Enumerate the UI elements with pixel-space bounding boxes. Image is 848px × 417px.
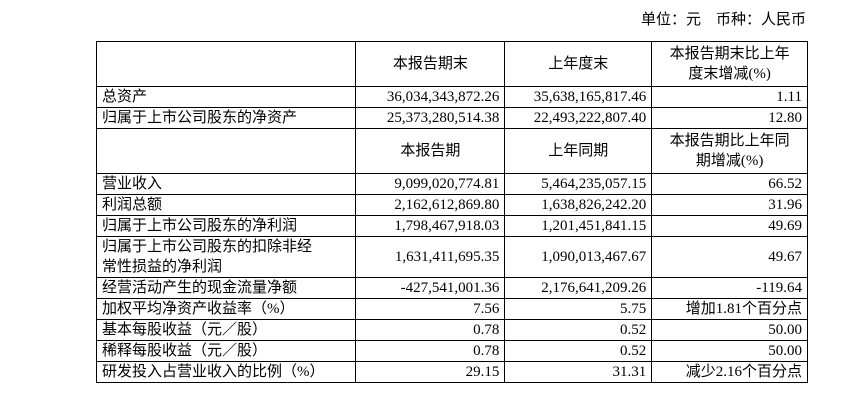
table-cell: 50.00 (651, 340, 808, 362)
table-cell: 12.80 (651, 107, 808, 129)
table-cell: 利润总额 (95, 194, 357, 216)
table-row: 基本每股收益（元／股） 0.78 0.52 50.00 (95, 319, 808, 341)
table-cell: 总资产 (95, 86, 357, 108)
table-cell: 归属于上市公司股东的扣除非经 常性损益的净利润 (95, 236, 357, 278)
table-cell: 1,090,013,467.67 (504, 236, 653, 278)
table-cell: 归属于上市公司股东的净资产 (95, 107, 357, 129)
table-row: 营业收入 9,099,020,774.81 5,464,235,057.15 66.5… (95, 173, 808, 195)
table-cell: 加权平均净资产收益率（%） (95, 298, 357, 320)
table-cell: 营业收入 (95, 173, 357, 195)
table-cell: 归属于上市公司股东的净利润 (95, 215, 357, 237)
table-cell: 研发投入占营业收入的比例（%） (95, 361, 357, 383)
table-cell: 1,638,826,242.20 (504, 194, 653, 216)
table-cell: 35,638,165,817.46 (504, 86, 653, 108)
table-cell: 基本每股收益（元／股） (95, 319, 357, 341)
table-cell: 本报告期比上年同 期增减(%) (651, 128, 808, 174)
table-cell: 上年度末 (504, 41, 653, 87)
table-cell: 0.52 (504, 319, 653, 341)
table-cell: -427,541,001.36 (355, 277, 506, 299)
table-row: 归属于上市公司股东的扣除非经 常性损益的净利润 1,631,411,695.35 1… (95, 236, 808, 278)
table-cell: 50.00 (651, 319, 808, 341)
table-cell: 0.78 (355, 340, 506, 362)
table-cell: 1,201,451,841.15 (504, 215, 653, 237)
table-cell: 经营活动产生的现金流量净额 (95, 277, 357, 299)
table-row: 经营活动产生的现金流量净额 -427,541,001.36 2,176,641,20… (95, 277, 808, 299)
table-row: 加权平均净资产收益率（%） 7.56 5.75 增加1.81个百分点 (95, 298, 808, 320)
table-cell: 49.67 (651, 236, 808, 278)
table-cell (95, 41, 357, 87)
table-cell: 31.31 (504, 361, 653, 383)
table-row: 归属于上市公司股东的净资产 25,373,280,514.38 22,493,222… (95, 107, 808, 129)
table-cell: 22,493,222,807.40 (504, 107, 653, 129)
table-body: 本报告期末 上年度末 本报告期末比上年 度末增减(%) 总资产 36,034,343,8… (95, 41, 808, 383)
table-cell: 本报告期 (355, 128, 506, 174)
table-cell: 25,373,280,514.38 (355, 107, 506, 129)
table-cell: 减少2.16个百分点 (651, 361, 808, 383)
table-cell: 2,162,612,869.80 (355, 194, 506, 216)
table-cell: 7.56 (355, 298, 506, 320)
table-cell: 29.15 (355, 361, 506, 383)
unit-line: 单位：元 币种：人民币 (640, 12, 806, 28)
table-cell: 上年同期 (504, 128, 653, 174)
table-cell: 稀释每股收益（元／股） (95, 340, 357, 362)
table-row: 总资产 36,034,343,872.26 35,638,165,817.46 1.1… (95, 86, 808, 108)
table-cell: 49.69 (651, 215, 808, 237)
financial-table: 本报告期末 上年度末 本报告期末比上年 度末增减(%) 总资产 36,034,343,8… (95, 41, 808, 383)
table-cell: 36,034,343,872.26 (355, 86, 506, 108)
table-cell: 9,099,020,774.81 (355, 173, 506, 195)
table-row: 研发投入占营业收入的比例（%） 29.15 31.31 减少2.16个百分点 (95, 361, 808, 383)
table-cell: 本报告期末 (355, 41, 506, 87)
table-cell: 0.52 (504, 340, 653, 362)
table-cell: 1,631,411,695.35 (355, 236, 506, 278)
table-cell: 5.75 (504, 298, 653, 320)
table-row: 本报告期末 上年度末 本报告期末比上年 度末增减(%) (95, 41, 808, 87)
table-cell: 66.52 (651, 173, 808, 195)
table-cell: 31.96 (651, 194, 808, 216)
table-row: 利润总额 2,162,612,869.80 1,638,826,242.20 31.9… (95, 194, 808, 216)
table-row: 本报告期 上年同期 本报告期比上年同 期增减(%) (95, 128, 808, 174)
table-cell: 增加1.81个百分点 (651, 298, 808, 320)
table-cell: 0.78 (355, 319, 506, 341)
table-cell: -119.64 (651, 277, 808, 299)
table-cell: 5,464,235,057.15 (504, 173, 653, 195)
table-row: 稀释每股收益（元／股） 0.78 0.52 50.00 (95, 340, 808, 362)
table-row: 归属于上市公司股东的净利润 1,798,467,918.03 1,201,451,8… (95, 215, 808, 237)
table-cell: 1,798,467,918.03 (355, 215, 506, 237)
table-cell: 本报告期末比上年 度末增减(%) (651, 41, 808, 87)
table-cell (95, 128, 357, 174)
table-cell: 1.11 (651, 86, 808, 108)
table-cell: 2,176,641,209.26 (504, 277, 653, 299)
